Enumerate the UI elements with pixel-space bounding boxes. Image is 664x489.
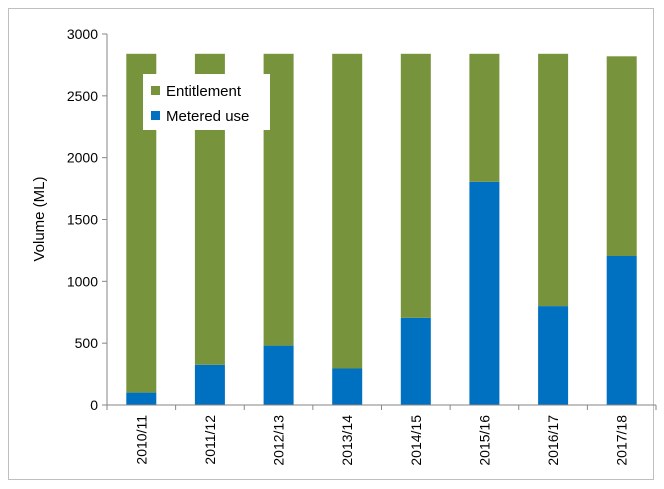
x-tick-label-2012-13: 2012/13 <box>271 415 287 466</box>
y-tick-label: 2500 <box>67 88 98 104</box>
legend-swatch-entitlement <box>151 86 160 95</box>
legend-label-entitlement: Entitlement <box>166 83 242 100</box>
bars-layer <box>126 53 637 405</box>
x-tick-label-2015-16: 2015/16 <box>476 415 492 466</box>
legend: Entitlement Metered use <box>143 74 270 130</box>
bar-metered-use-2016-17 <box>538 306 569 405</box>
bar-entitlement-2013-14 <box>332 53 363 369</box>
y-tick-label: 1500 <box>67 212 98 228</box>
y-tick-label: 3000 <box>67 26 98 42</box>
bar-metered-use-2011-12 <box>194 364 225 405</box>
x-tick-label-2017-18: 2017/18 <box>614 415 630 466</box>
y-tick-label: 0 <box>90 397 98 413</box>
y-tick-label: 1000 <box>67 273 98 289</box>
x-tick-label-2016-17: 2016/17 <box>545 415 561 466</box>
legend-box <box>143 74 270 130</box>
bar-entitlement-2016-17 <box>538 53 569 307</box>
legend-label-metered-use: Metered use <box>166 108 249 125</box>
bar-entitlement-2015-16 <box>469 53 500 182</box>
x-tick-label-2013-14: 2013/14 <box>339 415 355 466</box>
x-tick-label-2010-11: 2010/11 <box>133 415 149 465</box>
x-tick-label-2011-12: 2011/12 <box>202 415 218 465</box>
y-tick-label: 2000 <box>67 150 98 166</box>
bar-metered-use-2015-16 <box>469 181 500 405</box>
y-tick-label: 500 <box>75 335 99 351</box>
bar-entitlement-2017-18 <box>606 56 637 256</box>
bar-metered-use-2017-18 <box>606 256 637 405</box>
y-axis-title: Volume (ML) <box>31 176 48 261</box>
bar-metered-use-2014-15 <box>400 317 431 405</box>
axes-layer: 0 500 1000 1500 2000 2500 3000 2010/11 2011/12 20… <box>67 26 657 466</box>
bar-metered-use-2012-13 <box>263 345 294 405</box>
legend-swatch-metered-use <box>151 111 160 120</box>
x-tick-label-2014-15: 2014/15 <box>408 415 424 466</box>
bar-metered-use-2013-14 <box>332 368 363 405</box>
bar-metered-use-2010-11 <box>126 392 157 405</box>
bar-entitlement-2014-15 <box>400 53 431 318</box>
